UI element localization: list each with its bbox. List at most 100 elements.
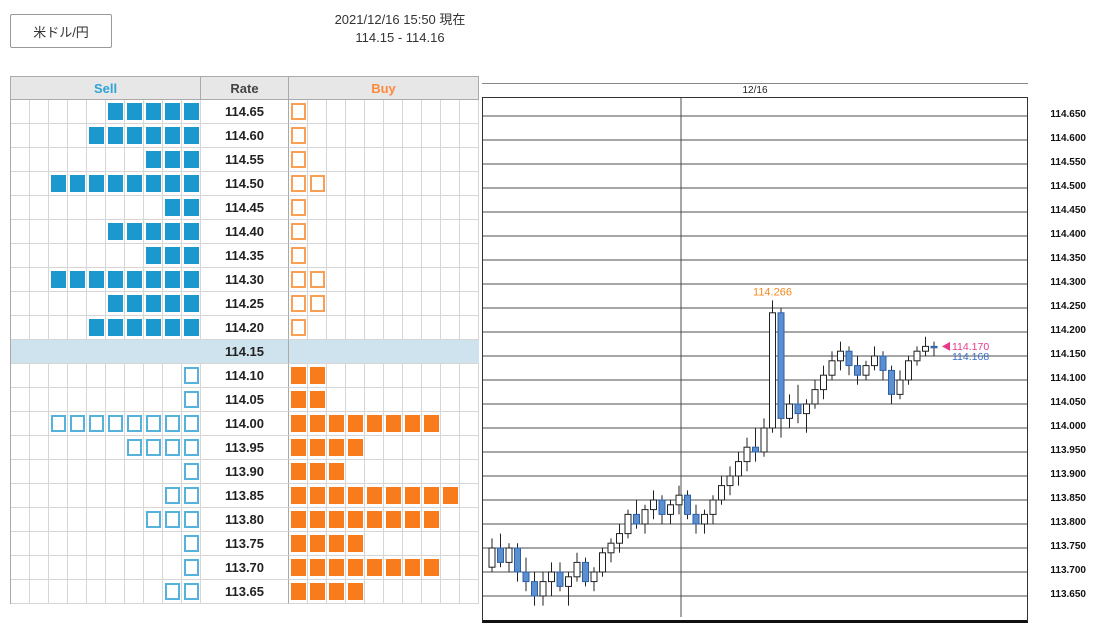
sell-order-square (145, 415, 161, 432)
orderbook-header: Sell Rate Buy (11, 77, 479, 100)
buy-order-square (290, 367, 306, 384)
grid-cell (49, 292, 68, 316)
sell-order-square (183, 415, 199, 432)
grid-cell (365, 388, 384, 412)
grid-cell (49, 460, 68, 484)
buy-order-square (423, 559, 439, 576)
grid-cell (365, 316, 384, 340)
rate-value: 114.10 (201, 364, 289, 388)
grid-cell (403, 148, 422, 172)
grid-cell (182, 172, 201, 196)
grid-cell (384, 172, 403, 196)
sell-order-square (183, 511, 199, 528)
grid-cell (365, 460, 384, 484)
orderbook-row-113.70[interactable]: 113.70 (11, 556, 479, 580)
sell-order-square (145, 439, 161, 456)
grid-cell (11, 292, 30, 316)
orderbook-row-113.65[interactable]: 113.65 (11, 580, 479, 604)
orderbook-row-114.60[interactable]: 114.60 (11, 124, 479, 148)
sell-order-square (126, 439, 142, 456)
grid-cell (125, 220, 144, 244)
currency-pair-button[interactable]: 米ドル/円 (10, 14, 112, 48)
grid-cell (422, 460, 441, 484)
buy-order-square (290, 151, 306, 168)
orderbook-row-114.45[interactable]: 114.45 (11, 196, 479, 220)
orderbook-row-113.95[interactable]: 113.95 (11, 436, 479, 460)
orderbook-row-114.65[interactable]: 114.65 (11, 100, 479, 124)
sell-order-square (183, 319, 199, 336)
grid-cell (106, 388, 125, 412)
orderbook-row-114.20[interactable]: 114.20 (11, 316, 479, 340)
orderbook-row-114.05[interactable]: 114.05 (11, 388, 479, 412)
grid-cell (327, 220, 346, 244)
grid-cell (460, 460, 479, 484)
orderbook-row-113.80[interactable]: 113.80 (11, 508, 479, 532)
sell-order-square (183, 535, 199, 552)
grid-cell (346, 532, 365, 556)
grid-cell (49, 556, 68, 580)
grid-cell (182, 124, 201, 148)
orderbook-row-114.10[interactable]: 114.10 (11, 364, 479, 388)
orderbook-row-113.75[interactable]: 113.75 (11, 532, 479, 556)
grid-cell (68, 388, 87, 412)
grid-cell (106, 292, 125, 316)
sell-order-square (126, 223, 142, 240)
grid-cell (87, 508, 106, 532)
grid-cell (144, 100, 163, 124)
buy-order-square (442, 487, 458, 504)
orderbook-row-114.55[interactable]: 114.55 (11, 148, 479, 172)
grid-cell (441, 148, 460, 172)
buy-cells (289, 244, 479, 268)
grid-cell (346, 100, 365, 124)
grid-cell (289, 412, 308, 436)
grid-cell (289, 556, 308, 580)
orderbook-row-114.50[interactable]: 114.50 (11, 172, 479, 196)
sell-order-square (69, 415, 85, 432)
grid-cell (125, 340, 144, 364)
grid-cell (327, 436, 346, 460)
grid-cell (460, 220, 479, 244)
orderbook-row-113.85[interactable]: 113.85 (11, 484, 479, 508)
orderbook-row-114.30[interactable]: 114.30 (11, 268, 479, 292)
buy-order-square (404, 487, 420, 504)
orderbook-row-114.00[interactable]: 114.00 (11, 412, 479, 436)
buy-cells (289, 460, 479, 484)
grid-cell (163, 172, 182, 196)
grid-cell (422, 484, 441, 508)
grid-cell (346, 148, 365, 172)
orderbook-row-114.40[interactable]: 114.40 (11, 220, 479, 244)
buy-cells (289, 292, 479, 316)
orderbook-row-114.35[interactable]: 114.35 (11, 244, 479, 268)
grid-cell (289, 196, 308, 220)
grid-cell (460, 532, 479, 556)
buy-order-square (347, 415, 363, 432)
rate-value: 114.55 (201, 148, 289, 172)
sell-order-square (107, 295, 123, 312)
sell-order-square (145, 151, 161, 168)
price-axis-label: 114.100 (1050, 373, 1086, 384)
grid-cell (327, 532, 346, 556)
grid-cell (87, 100, 106, 124)
grid-cell (327, 460, 346, 484)
buy-order-square (290, 223, 306, 240)
orderbook-row-113.90[interactable]: 113.90 (11, 460, 479, 484)
buy-order-square (290, 127, 306, 144)
grid-cell (30, 148, 49, 172)
sell-order-square (183, 559, 199, 576)
grid-cell (460, 508, 479, 532)
grid-cell (68, 292, 87, 316)
grid-cell (403, 244, 422, 268)
grid-cell (106, 220, 125, 244)
sell-cells (11, 580, 201, 604)
orderbook-row-114.15[interactable]: 114.15 (11, 340, 479, 364)
grid-cell (11, 244, 30, 268)
grid-cell (327, 292, 346, 316)
sell-order-square (183, 583, 199, 600)
grid-cell (422, 292, 441, 316)
orderbook-row-114.25[interactable]: 114.25 (11, 292, 479, 316)
grid-cell (68, 436, 87, 460)
grid-cell (346, 508, 365, 532)
sell-order-square (69, 175, 85, 192)
grid-cell (346, 388, 365, 412)
grid-cell (87, 172, 106, 196)
